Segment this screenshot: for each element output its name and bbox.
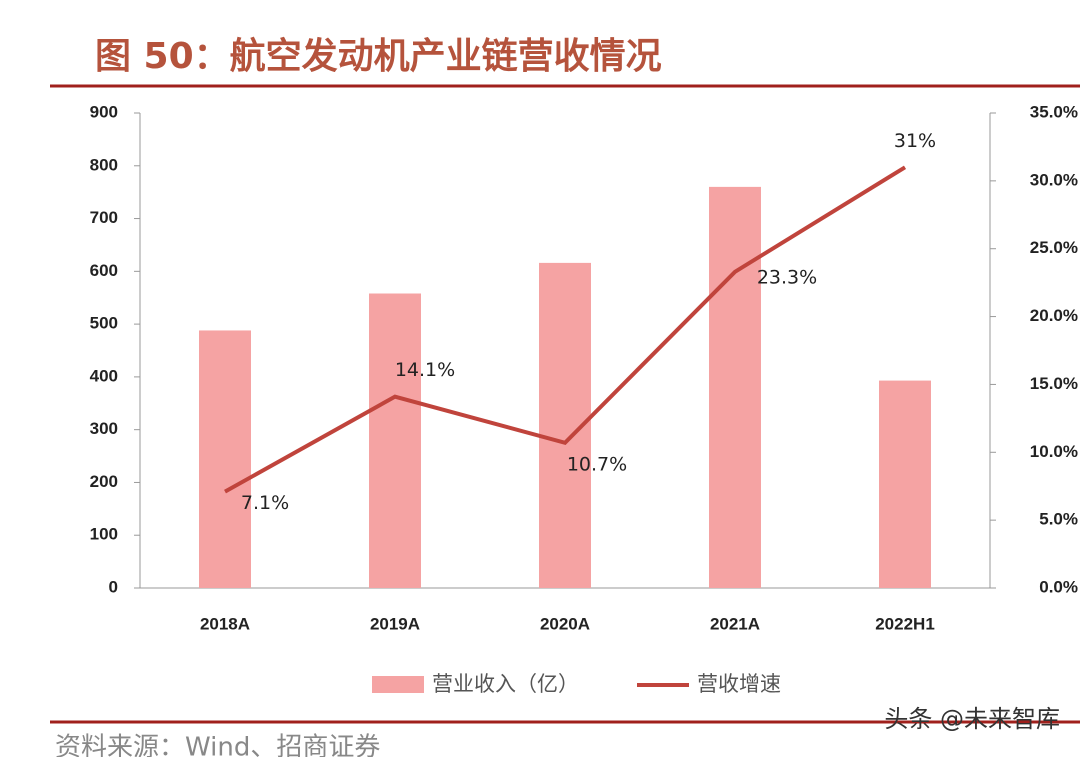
y-tick-label: 600 — [90, 261, 118, 280]
bar — [709, 186, 761, 588]
source-note: 资料来源：Wind、招商证券 — [55, 733, 380, 757]
y-tick-label: 700 — [90, 208, 118, 227]
y2-tick-label: 15.0% — [1030, 374, 1078, 393]
chart-title: 图 50：航空发动机产业链营收情况 — [95, 35, 662, 77]
x-tick-label: 2021A — [710, 614, 760, 633]
data-label: 31% — [894, 130, 936, 152]
bar — [879, 380, 931, 588]
y2-tick-label: 25.0% — [1030, 238, 1078, 257]
y2-tick-label: 20.0% — [1030, 306, 1078, 325]
y-tick-label: 100 — [90, 525, 118, 544]
y-tick-label: 800 — [90, 155, 118, 174]
y2-tick-label: 5.0% — [1039, 510, 1078, 529]
x-tick-label: 2018A — [200, 614, 250, 633]
data-label: 10.7% — [567, 453, 627, 475]
data-label: 14.1% — [395, 359, 455, 381]
bar — [199, 330, 251, 588]
y2-tick-label: 30.0% — [1030, 170, 1078, 189]
y2-tick-label: 0.0% — [1039, 577, 1078, 596]
data-label: 7.1% — [241, 492, 289, 514]
x-tick-label: 2019A — [370, 614, 420, 633]
x-tick-label: 2020A — [540, 614, 590, 633]
y2-tick-label: 35.0% — [1030, 102, 1078, 121]
legend-swatch — [372, 676, 424, 693]
y-tick-label: 200 — [90, 472, 118, 491]
bar — [369, 293, 421, 588]
y-tick-label: 300 — [90, 419, 118, 438]
y2-tick-label: 10.0% — [1030, 442, 1078, 461]
y-tick-label: 900 — [90, 102, 118, 121]
y-tick-label: 400 — [90, 366, 118, 385]
data-label: 23.3% — [757, 266, 817, 288]
watermark: 头条 @未来智库 — [884, 705, 1060, 733]
legend-label: 营收增速 — [697, 672, 781, 696]
line — [224, 165, 907, 494]
legend-label: 营业收入（亿） — [432, 672, 579, 696]
x-tick-label: 2022H1 — [875, 614, 935, 633]
y-tick-label: 0 — [109, 577, 118, 596]
y-tick-label: 500 — [90, 314, 118, 333]
